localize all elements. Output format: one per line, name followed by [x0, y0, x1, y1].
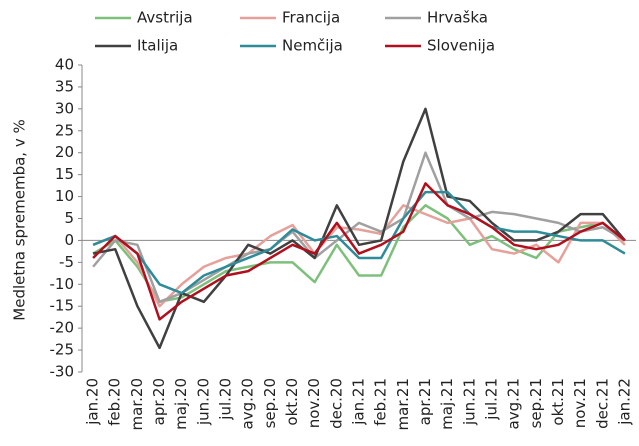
y-tick-label: -20	[50, 319, 75, 337]
x-tick-label: apr.21	[416, 378, 434, 425]
legend-label: Italija	[137, 37, 178, 55]
y-tick-label: 30	[55, 99, 74, 117]
y-tick-label: 0	[64, 231, 74, 249]
y-tick-label: 25	[55, 121, 74, 139]
series-line	[92, 190, 626, 295]
y-tick-label: -5	[59, 253, 74, 271]
y-tick-label: -25	[50, 341, 75, 359]
x-tick-label: jul.20	[217, 378, 235, 421]
series-line	[92, 204, 626, 304]
x-tick-label: feb.21	[372, 378, 390, 426]
x-tick-label: sep.21	[527, 378, 545, 428]
x-tick-label: sep.20	[261, 378, 279, 428]
x-tick-label: maj.21	[438, 378, 456, 430]
series-line	[92, 182, 626, 321]
x-tick-label: avg.20	[239, 378, 257, 429]
x-tick-label: jun.21	[460, 378, 478, 426]
y-tick-label: 15	[55, 165, 74, 183]
y-tick-label: -15	[50, 297, 75, 315]
y-tick-label: 40	[55, 56, 74, 74]
legend-label: Francija	[282, 9, 340, 27]
x-tick-label: okt.21	[549, 378, 567, 426]
y-axis-label: Medletna sprememba, v %	[11, 119, 29, 320]
x-tick-label: jun.20	[194, 378, 212, 426]
x-tick-label: dec.20	[327, 378, 345, 429]
legend-label: Hrvaška	[427, 9, 488, 27]
y-tick-label: -30	[50, 363, 75, 381]
y-tick-label: 20	[55, 143, 74, 161]
x-tick-label: okt.20	[283, 378, 301, 426]
y-tick-label: 35	[55, 77, 74, 95]
x-tick-label: jan.21	[350, 378, 368, 426]
y-tick-label: 10	[55, 187, 74, 205]
x-tick-label: feb.20	[106, 378, 124, 426]
legend-label: Slovenija	[427, 37, 495, 55]
series-line	[92, 204, 626, 308]
x-tick-label: maj.20	[172, 378, 190, 430]
x-tick-label: mar.21	[394, 378, 412, 430]
legend-label: Avstrija	[137, 9, 193, 27]
x-tick-label: jan.20	[84, 378, 102, 426]
x-tick-label: nov.20	[305, 378, 323, 428]
x-tick-label: mar.20	[128, 378, 146, 430]
x-tick-label: nov.21	[571, 378, 589, 428]
y-tick-label: -10	[50, 275, 75, 293]
y-tick-label: 5	[64, 209, 74, 227]
x-tick-label: jan.22	[615, 378, 633, 426]
x-tick-label: avg.21	[505, 378, 523, 429]
series-line	[92, 151, 626, 304]
x-tick-label: jul.21	[482, 378, 500, 421]
x-tick-label: dec.21	[593, 378, 611, 429]
legend-label: Nemčija	[282, 37, 343, 55]
x-tick-label: apr.20	[150, 378, 168, 425]
